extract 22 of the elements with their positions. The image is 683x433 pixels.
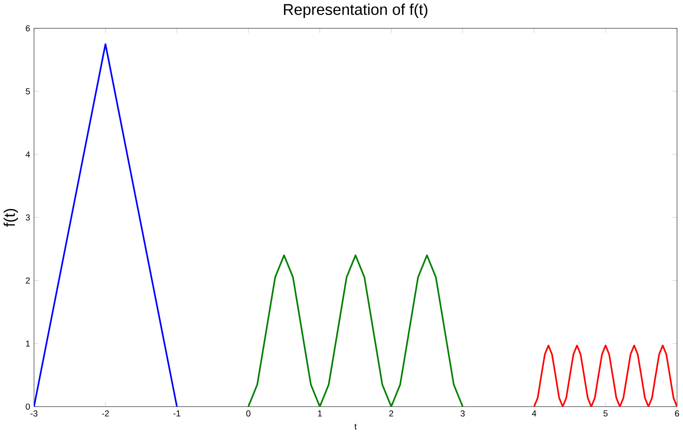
y-axis-title: f(t) <box>4 208 18 227</box>
x-tick-label: 0 <box>246 410 250 416</box>
x-tick-label: -3 <box>30 410 38 416</box>
x-tick-label: 5 <box>604 410 608 416</box>
x-axis-title: t <box>354 424 357 430</box>
y-tick-label: 0 <box>26 404 30 410</box>
chart-title: Representation of f(t) <box>284 4 428 18</box>
line-series <box>533 344 678 407</box>
x-tick-label: 4 <box>532 410 536 416</box>
x-tick-label: 6 <box>675 410 680 416</box>
y-tick-label: 4 <box>26 151 30 158</box>
x-tick-label: 3 <box>460 410 465 416</box>
x-tick-label: 2 <box>389 410 394 416</box>
y-tick-label: 2 <box>26 277 30 284</box>
y-tick-label: 6 <box>26 25 30 32</box>
x-tick-label: -2 <box>102 410 109 416</box>
y-tick-label: 3 <box>26 214 30 220</box>
y-tick-label: 5 <box>26 88 30 94</box>
x-tick-label: 1 <box>318 410 322 416</box>
y-tick-label: 1 <box>26 340 30 346</box>
line-series <box>248 254 464 407</box>
x-tick-label: -1 <box>173 410 180 416</box>
